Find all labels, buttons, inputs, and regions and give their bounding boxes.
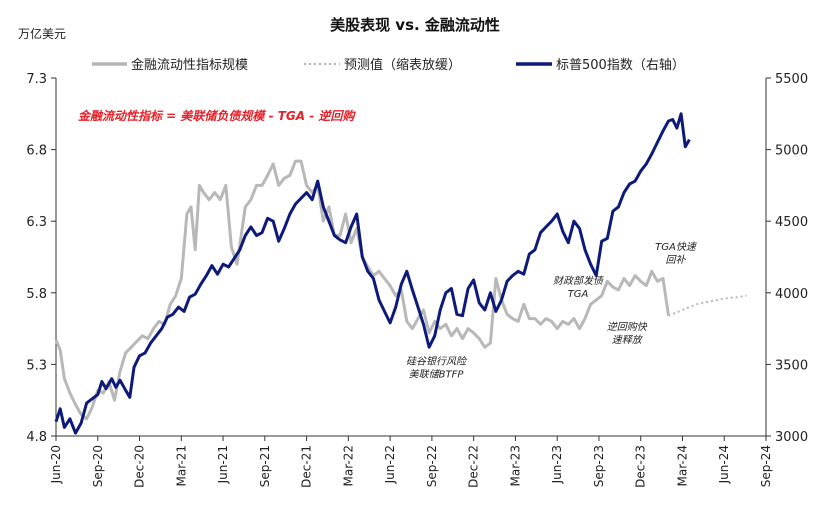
- left-tick-label: 6.3: [26, 215, 47, 230]
- x-tick-label: Dec-22: [467, 445, 481, 488]
- series-sp500-line: [54, 112, 691, 435]
- annotation-text: 逆回购快: [607, 321, 648, 333]
- legend-label-sp500: 标普500指数（右轴）: [556, 58, 685, 73]
- right-tick-label: 4000: [775, 287, 808, 302]
- right-tick-label: 5000: [775, 144, 808, 159]
- x-tick-label: Sep-22: [425, 445, 439, 487]
- x-tick-label: Sep-21: [258, 445, 272, 487]
- annotation-text: 回补: [666, 254, 687, 266]
- formula-annotation: 金融流动性指标 = 美联储负债规模 - TGA - 逆回购: [78, 109, 356, 123]
- annotation-text: 硅谷银行风险: [406, 355, 468, 367]
- annotation-text: TGA快速: [655, 241, 698, 253]
- left-tick-label: 7.3: [26, 72, 47, 87]
- annotation-text: 财政部发债: [553, 275, 604, 287]
- x-tick-label: Jun-21: [216, 445, 230, 484]
- legend-label-forecast: 预测值（缩表放缓）: [344, 57, 461, 73]
- right-tick-label: 3500: [775, 358, 808, 373]
- legend: 金融流动性指标规模 预测值（缩表放缓） 标普500指数（右轴）: [92, 57, 685, 73]
- chart-title: 美股表现 vs. 金融流动性: [330, 16, 500, 34]
- right-tick-label: 3000: [775, 430, 808, 445]
- x-tick-label: Sep-23: [592, 445, 606, 487]
- x-tick-label: Sep-20: [91, 445, 105, 487]
- x-tick-label: Mar-21: [174, 445, 188, 486]
- annotation-text: TGA: [568, 289, 589, 300]
- series-liquidity-line: [54, 159, 670, 421]
- x-tick-label: Sep-24: [759, 445, 773, 487]
- series-forecast-line: [668, 294, 747, 317]
- x-tick-label: Mar-23: [508, 445, 522, 486]
- x-tick-label: Dec-23: [634, 445, 648, 488]
- x-tick-label: Jun-24: [717, 445, 731, 484]
- left-unit-label: 万亿美元: [18, 26, 66, 41]
- left-tick-label: 5.3: [26, 358, 47, 373]
- x-tick-label: Jun-22: [383, 445, 397, 484]
- x-tick-label: Jun-23: [550, 445, 564, 484]
- legend-label-liquidity: 金融流动性指标规模: [131, 57, 248, 73]
- x-tick-label: Mar-22: [341, 445, 355, 486]
- left-tick-label: 6.8: [26, 144, 47, 159]
- x-tick-label: Dec-20: [133, 445, 147, 488]
- x-tick-label: Mar-24: [675, 445, 689, 486]
- x-tick-label: Jun-20: [49, 445, 63, 484]
- annotation-text: 美联储BTFP: [409, 368, 465, 380]
- left-tick-label: 5.8: [26, 287, 47, 302]
- x-tick-label: Dec-21: [300, 445, 314, 488]
- right-tick-label: 4500: [775, 215, 808, 230]
- annotation-text: 速释放: [612, 334, 644, 346]
- right-tick-label: 5500: [775, 72, 808, 87]
- left-tick-label: 4.8: [26, 430, 47, 445]
